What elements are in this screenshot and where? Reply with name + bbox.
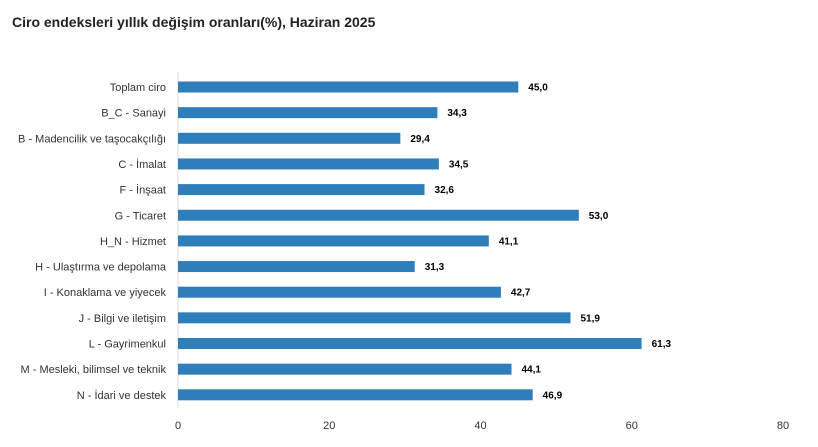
category-label: G - Ticaret [115,210,166,222]
category-label: I - Konaklama ve yiyecek [44,287,167,299]
bar [178,389,533,401]
value-label: 42,7 [511,288,531,299]
category-label: H - Ulaştırma ve depolama [35,262,167,274]
category-label: N - İdari ve destek [77,389,167,402]
category-labels-group: Toplam ciro B_C - Sanayi B - Madencilik ve… [18,82,167,402]
x-tick-label: 60 [626,420,638,432]
value-label: 31,3 [425,262,445,273]
bar [178,363,512,375]
chart-title: Ciro endeksleri yıllık değişim oranları(… [12,14,376,30]
bar [178,209,579,221]
value-label: 45,0 [528,83,548,94]
x-tick-label: 40 [474,420,486,432]
value-label: 46,9 [543,390,563,401]
bar [178,261,415,273]
bar [178,132,401,144]
category-label: F - İnşaat [120,184,166,197]
x-tick-label: 80 [777,420,789,432]
bar [178,286,501,298]
bar [178,312,571,324]
bar [178,81,519,93]
value-label: 41,1 [499,236,519,247]
category-label: B - Madencilik ve taşocakçılığı [18,133,166,145]
category-label: C - İmalat [118,158,166,171]
value-label: 44,1 [522,365,542,376]
category-label: H_N - Hizmet [100,236,166,248]
category-label: Toplam ciro [110,82,166,94]
bars-group [178,81,642,401]
bar [178,338,642,349]
value-label: 34,3 [447,108,467,119]
bar [178,184,425,196]
category-label: L - Gayrimenkul [89,339,166,351]
category-label: J - Bilgi ve iletişim [79,313,166,325]
value-label: 61,3 [652,339,672,350]
bar [178,107,438,119]
value-label: 32,6 [435,185,455,196]
category-label: M - Mesleki, bilimsel ve teknik [21,364,167,376]
x-tick-labels-group: 0 20 40 60 80 [175,420,789,432]
value-label: 53,0 [589,211,609,222]
category-label: B_C - Sanayi [101,108,166,120]
x-tick-label: 0 [175,420,181,432]
x-tick-label: 20 [323,420,335,432]
value-label: 34,5 [449,159,469,170]
value-labels-group: 45,0 34,3 29,4 34,5 32,6 53,0 41,1 31,3 42,7 51,9… [410,83,671,402]
bar [178,158,439,170]
value-label: 29,4 [410,134,430,145]
value-label: 51,9 [580,313,600,324]
bar [178,235,489,247]
